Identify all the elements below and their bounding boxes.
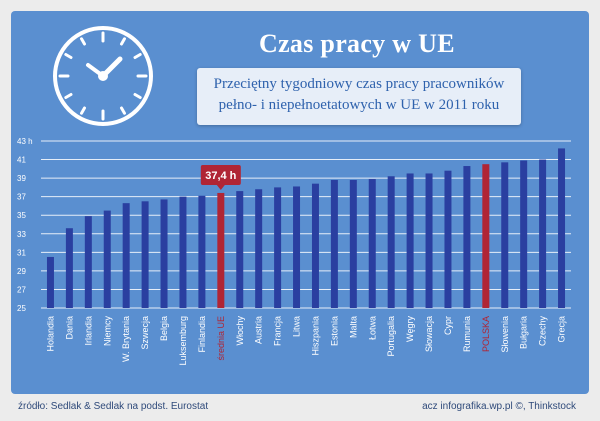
x-tick-label: W. Brytania [121, 316, 131, 362]
callout-box [200, 164, 241, 185]
source-note: źródło: Sedlak & Sedlak na podst. Eurost… [18, 401, 209, 412]
chart-card: Czas pracy w UE Przeciętny tygodniowy cz… [11, 11, 589, 394]
bar [520, 160, 528, 308]
x-tick-label: Rumunia [462, 316, 472, 352]
x-tick-label: Łotwa [367, 316, 377, 340]
y-tick-label: 35 [17, 211, 26, 220]
subtitle-box: Przeciętny tygodniowy czas pracy pracown… [197, 68, 521, 125]
x-tick-label: Luksemburg [178, 316, 188, 366]
y-tick-label: 25 [17, 304, 26, 313]
bar [46, 256, 54, 308]
bar [84, 216, 92, 308]
y-tick-label: 43 h [17, 137, 33, 146]
x-tick-label: Francja [273, 316, 283, 346]
y-tick-label: 41 [17, 156, 26, 165]
y-tick-label: 37 [17, 193, 26, 202]
y-tick-label: 29 [17, 267, 26, 276]
x-tick-label: Węgry [405, 316, 415, 343]
bar [255, 189, 263, 308]
y-tick-label: 27 [17, 285, 26, 294]
bar [274, 187, 282, 308]
bar [539, 159, 547, 308]
bar [179, 196, 187, 308]
bar [558, 148, 566, 308]
x-tick-label: Estonia [329, 316, 339, 346]
x-tick-label: Belgia [159, 316, 169, 341]
bar [482, 164, 490, 308]
credit-note: acz infografika.wp.pl ©, Thinkstock [422, 401, 576, 412]
bar [387, 176, 395, 308]
bar [463, 166, 471, 308]
bar [217, 192, 225, 308]
clock-icon [53, 26, 153, 126]
x-tick-label: Irlandia [83, 316, 93, 346]
x-tick-label: Malta [348, 316, 358, 338]
bar [311, 183, 319, 308]
x-tick-label: Czechy [538, 316, 548, 347]
bar [122, 203, 130, 308]
bar-chart: 25 27 29 31 33 35 37 39 41 43 h Holandia Dania Irlan… [17, 137, 571, 366]
bar [368, 179, 376, 308]
x-tick-label: Słowacja [424, 316, 434, 352]
x-tick-label: Holandia [45, 316, 55, 352]
x-tick-label: Dania [64, 316, 74, 340]
x-tick-label: Grecja [557, 316, 567, 343]
bar [444, 170, 452, 308]
bar [141, 201, 149, 308]
bar [65, 228, 73, 308]
x-tick-label: Szwecja [140, 316, 150, 350]
y-tick-label: 39 [17, 174, 26, 183]
callout-label: 37,4 h [205, 170, 236, 182]
x-tick-label: Słowenia [500, 316, 510, 353]
callout-pointer [216, 184, 225, 190]
x-tick-label: średnia UE [216, 316, 226, 361]
x-tick-label: POLSKA [481, 316, 491, 352]
x-tick-label: Litwa [292, 316, 302, 337]
x-tick-label: Austria [254, 316, 264, 344]
x-tick-label: Bułgaria [519, 316, 529, 349]
subtitle-line-1: Przeciętny tygodniowy czas pracy pracown… [213, 76, 505, 92]
bar [198, 195, 206, 308]
x-tick-label: Cypr [443, 316, 453, 335]
bar [330, 179, 338, 308]
x-tick-label: Portugalia [386, 316, 396, 357]
bar [406, 173, 414, 308]
y-tick-label: 33 [17, 230, 26, 239]
y-tick-label: 31 [17, 248, 26, 257]
bar [103, 210, 111, 308]
bar [236, 191, 244, 308]
bar [501, 162, 509, 308]
x-tick-label: Finlandia [197, 316, 207, 353]
bar [293, 186, 301, 308]
bar [349, 179, 357, 308]
x-tick-label: Niemcy [102, 316, 112, 347]
page-title: Czas pracy w UE [259, 29, 455, 58]
x-tick-label: Hiszpania [310, 316, 320, 356]
x-tick-label: Włochy [235, 316, 245, 346]
bar [425, 173, 433, 308]
subtitle-line-2: pełno- i niepełnoetatowych w UE w 2011 r… [218, 97, 500, 113]
bar [160, 199, 168, 308]
